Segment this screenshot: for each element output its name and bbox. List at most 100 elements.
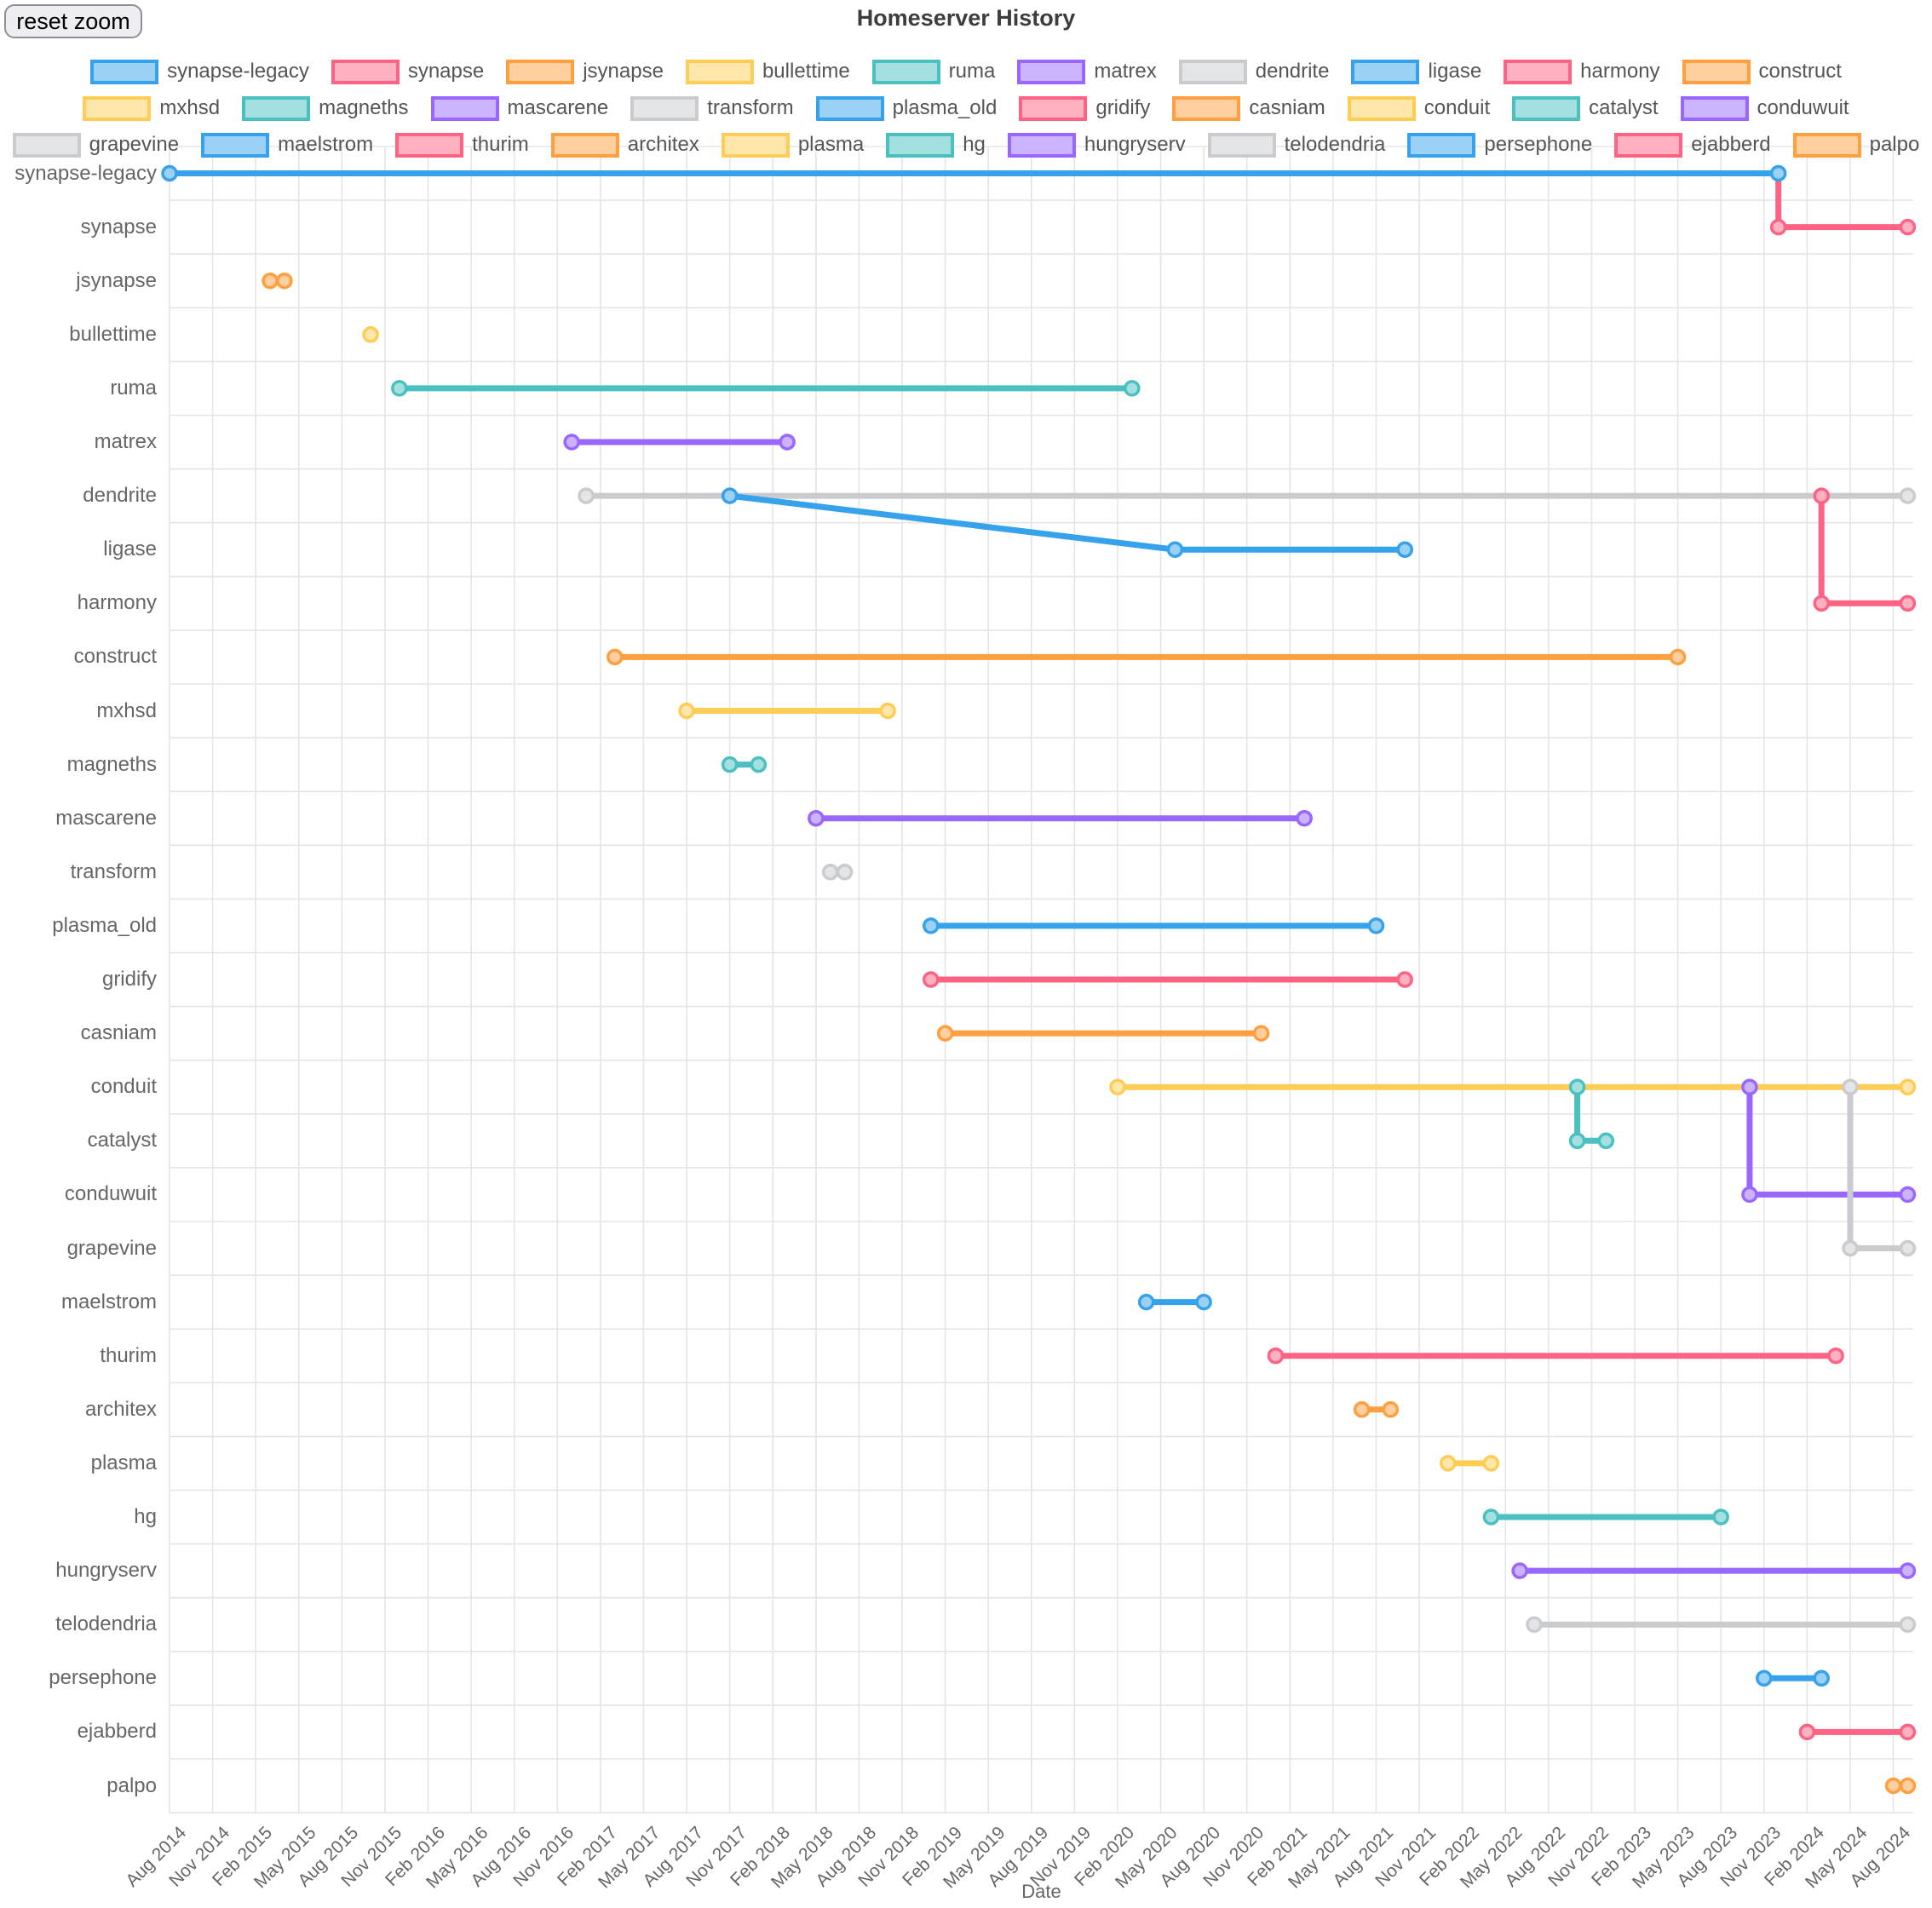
- legend-item-gridify[interactable]: gridify: [1019, 95, 1150, 121]
- legend-swatch-icon: [1792, 132, 1861, 158]
- series-markers-matrex[interactable]: [563, 434, 796, 451]
- series-markers-synapse-legacy[interactable]: [161, 164, 1787, 182]
- series-line-conduwuit[interactable]: [1746, 1087, 1908, 1198]
- data-point-matrex: [779, 434, 796, 451]
- legend-item-ruma[interactable]: ruma: [871, 59, 995, 84]
- series-markers-harmony[interactable]: [1813, 487, 1917, 612]
- series-markers-architex[interactable]: [1353, 1401, 1400, 1418]
- legend-item-grapevine[interactable]: grapevine: [12, 132, 179, 158]
- legend-item-synapse-legacy[interactable]: synapse-legacy: [90, 59, 309, 84]
- legend-swatch-icon: [242, 95, 311, 121]
- series-markers-grapevine[interactable]: [1842, 1078, 1917, 1257]
- series-markers-ligase[interactable]: [721, 487, 1413, 558]
- series-markers-ejabberd[interactable]: [1798, 1723, 1917, 1741]
- legend-item-plasma[interactable]: plasma: [721, 132, 864, 158]
- row-label-grapevine: grapevine: [66, 1236, 157, 1260]
- row-label-casniam: casniam: [80, 1021, 157, 1045]
- data-point-ejabberd: [1798, 1723, 1816, 1741]
- data-point-ligase: [721, 487, 739, 504]
- series-markers-plasma_old[interactable]: [922, 917, 1385, 934]
- legend-item-architex[interactable]: architex: [550, 132, 699, 158]
- series-markers-gridify[interactable]: [922, 971, 1413, 988]
- legend-swatch-icon: [630, 95, 699, 121]
- legend-swatch-icon: [550, 132, 619, 158]
- data-point-telodendria: [1899, 1616, 1917, 1633]
- legend-swatch-icon: [1680, 95, 1749, 121]
- series-markers-mxhsd[interactable]: [678, 702, 896, 720]
- row-label-hungryserv: hungryserv: [55, 1559, 157, 1583]
- legend-item-dendrite[interactable]: dendrite: [1178, 59, 1329, 84]
- legend-item-jsynapse[interactable]: jsynapse: [506, 59, 664, 84]
- legend-item-transform[interactable]: transform: [630, 95, 794, 121]
- row-label-catalyst: catalyst: [87, 1129, 157, 1152]
- legend-item-ejabberd[interactable]: ejabberd: [1614, 132, 1771, 158]
- series-markers-hungryserv[interactable]: [1511, 1562, 1917, 1579]
- reset-zoom-button[interactable]: reset zoom: [4, 4, 142, 38]
- series-markers-palpo[interactable]: [1884, 1777, 1917, 1795]
- row-label-construct: construct: [73, 645, 157, 669]
- legend-swatch-icon: [1351, 59, 1420, 84]
- legend-item-matrex[interactable]: matrex: [1017, 59, 1157, 84]
- series-markers-casniam[interactable]: [936, 1025, 1270, 1042]
- legend-item-hungryserv[interactable]: hungryserv: [1007, 132, 1186, 158]
- data-point-ligase: [1166, 541, 1184, 558]
- series-markers-bullettime[interactable]: [362, 326, 379, 343]
- legend-item-thurim[interactable]: thurim: [395, 132, 529, 158]
- legend-item-telodendria[interactable]: telodendria: [1207, 132, 1385, 158]
- legend-item-plasma_old[interactable]: plasma_old: [815, 95, 997, 121]
- series-markers-thurim[interactable]: [1267, 1347, 1844, 1365]
- data-point-hungryserv: [1899, 1562, 1917, 1579]
- legend-item-persephone[interactable]: persephone: [1407, 132, 1592, 158]
- legend-item-maelstrom[interactable]: maelstrom: [201, 132, 373, 158]
- data-point-plasma: [1440, 1455, 1457, 1472]
- legend-label: catalyst: [1589, 96, 1659, 119]
- series-markers-conduit[interactable]: [1109, 1078, 1917, 1095]
- series-markers-magneths[interactable]: [721, 756, 768, 773]
- legend-item-mxhsd[interactable]: mxhsd: [83, 95, 220, 121]
- series-markers-persephone[interactable]: [1756, 1670, 1830, 1687]
- data-point-magneths: [721, 756, 739, 773]
- legend-item-harmony[interactable]: harmony: [1504, 59, 1660, 84]
- series-markers-hg[interactable]: [1482, 1509, 1729, 1526]
- legend-row: synapse-legacy synapse jsynapse bullettime r…: [0, 59, 1932, 84]
- legend-item-conduwuit[interactable]: conduwuit: [1680, 95, 1849, 121]
- data-point-harmony: [1813, 487, 1830, 504]
- series-markers-telodendria[interactable]: [1526, 1616, 1917, 1633]
- legend-item-conduit[interactable]: conduit: [1347, 95, 1490, 121]
- row-label-plasma_old: plasma_old: [52, 913, 157, 937]
- legend-label: synapse-legacy: [167, 60, 309, 83]
- series-line-harmony[interactable]: [1818, 496, 1908, 606]
- data-point-plasma: [1482, 1455, 1500, 1472]
- legend-item-palpo[interactable]: palpo: [1792, 132, 1919, 158]
- legend-item-mascarene[interactable]: mascarene: [430, 95, 608, 121]
- series-markers-synapse[interactable]: [1769, 218, 1917, 236]
- legend-item-bullettime[interactable]: bullettime: [685, 59, 850, 84]
- series-markers-transform[interactable]: [821, 864, 854, 881]
- series-markers-dendrite[interactable]: [578, 487, 1917, 504]
- series-markers-catalyst[interactable]: [1568, 1078, 1615, 1150]
- series-markers-maelstrom[interactable]: [1137, 1293, 1212, 1311]
- legend-item-casniam[interactable]: casniam: [1172, 95, 1325, 121]
- series-markers-conduwuit[interactable]: [1741, 1078, 1917, 1204]
- legend-item-ligase[interactable]: ligase: [1351, 59, 1481, 84]
- data-point-catalyst: [1597, 1132, 1615, 1150]
- row-label-matrex: matrex: [94, 430, 157, 453]
- legend-item-synapse[interactable]: synapse: [331, 59, 484, 84]
- legend-item-hg[interactable]: hg: [886, 132, 986, 158]
- legend-swatch-icon: [331, 59, 400, 84]
- series-markers-ruma[interactable]: [391, 380, 1141, 397]
- legend-swatch-icon: [1019, 95, 1088, 121]
- legend-item-catalyst[interactable]: catalyst: [1512, 95, 1659, 121]
- series-markers-mascarene[interactable]: [808, 809, 1313, 827]
- legend-swatch-icon: [886, 132, 955, 158]
- row-label-persephone: persephone: [49, 1666, 157, 1690]
- data-point-mxhsd: [879, 702, 896, 720]
- series-markers-plasma[interactable]: [1440, 1455, 1500, 1472]
- series-markers-construct[interactable]: [607, 648, 1687, 666]
- legend-item-magneths[interactable]: magneths: [242, 95, 409, 121]
- series-markers-jsynapse[interactable]: [262, 272, 293, 290]
- legend-swatch-icon: [815, 95, 884, 121]
- legend-item-construct[interactable]: construct: [1682, 59, 1842, 84]
- legend-label: magneths: [319, 96, 409, 119]
